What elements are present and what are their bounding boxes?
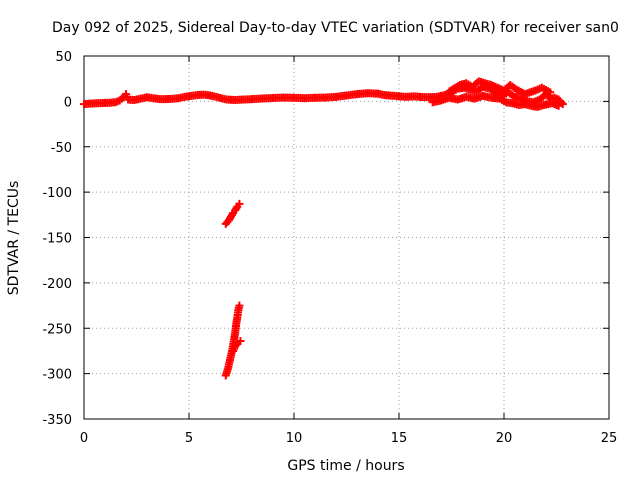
- data-point: [235, 199, 244, 208]
- x-tick-label: 0: [80, 431, 88, 446]
- x-tick-label: 10: [286, 431, 303, 446]
- y-tick-label: -200: [42, 277, 72, 292]
- chart-title: Day 092 of 2025, Sidereal Day-to-day VTE…: [52, 20, 619, 36]
- y-axis: -350 -300 -250 -200 -150 -100 -50 0 50: [42, 50, 609, 428]
- y-tick-label: 0: [64, 95, 72, 110]
- y-tick-label: -150: [42, 232, 72, 247]
- y-axis-label: SDTVAR / TECUs: [6, 181, 22, 296]
- x-tick-label: 15: [391, 431, 408, 446]
- y-tick-label: -50: [51, 141, 72, 156]
- x-tick-label: 20: [496, 431, 513, 446]
- data-point: [554, 101, 563, 110]
- x-tick-label: 25: [601, 431, 618, 446]
- data-point: [546, 88, 555, 97]
- data-points: [80, 77, 567, 380]
- x-axis: 0 5 10 15 20 25: [80, 56, 617, 446]
- grid-lines: [84, 56, 609, 419]
- data-point: [235, 301, 244, 310]
- x-axis-label: GPS time / hours: [287, 458, 404, 474]
- y-tick-label: -350: [42, 413, 72, 428]
- y-tick-label: -250: [42, 322, 72, 337]
- y-tick-label: 50: [55, 50, 72, 65]
- plot-frame: [83, 55, 610, 420]
- y-tick-label: -100: [42, 186, 72, 201]
- x-tick-label: 5: [185, 431, 193, 446]
- y-tick-label: -300: [42, 368, 72, 383]
- data-point: [236, 336, 245, 345]
